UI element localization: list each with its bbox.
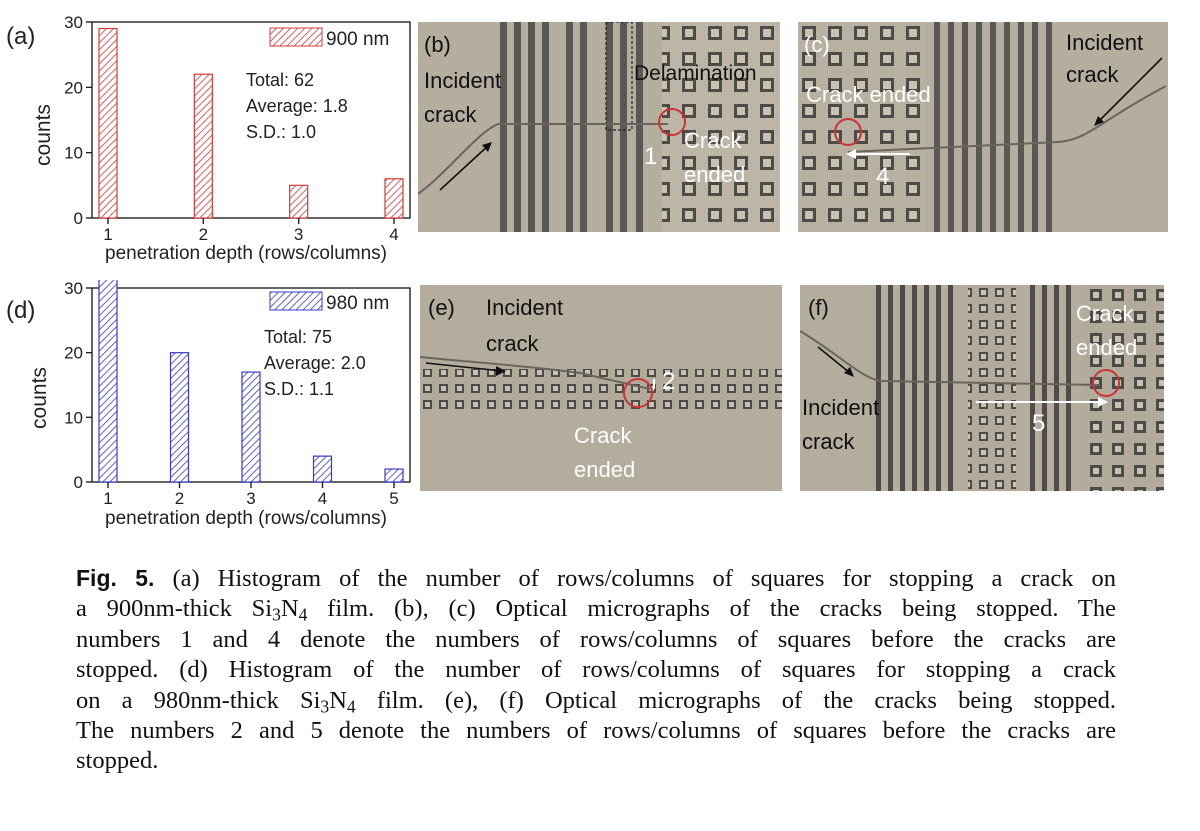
caption-line-6: The numbers 2 and 5 denote the numbers o… (76, 717, 1116, 745)
crack-ended-label-2: ended (1076, 335, 1137, 360)
x-tick-label: 3 (246, 489, 255, 508)
bar (241, 371, 261, 483)
x-tick-label: 3 (294, 225, 303, 244)
figure-caption: Fig. 5. (a) Histogram of the number of r… (76, 563, 1116, 777)
micrograph-c: (c) Crack ended 4 Incident crack (798, 22, 1168, 232)
incident-label-1: Incident (802, 395, 879, 420)
stat-sd: S.D.: 1.1 (264, 379, 334, 399)
stat-total: Total: 75 (264, 327, 332, 347)
legend-label: 980 nm (326, 293, 389, 314)
caption-line-5: on a 980nm-thick Si3N4 film. (e), (f) Op… (76, 686, 1116, 717)
crack-ended-label-1: Crack (1076, 301, 1134, 326)
caption-line-4: stopped. (d) Histogram of the number of … (76, 656, 1116, 684)
caption-line-7: stopped. (76, 747, 159, 775)
panel-label-c: (c) (804, 32, 830, 57)
stat-average: Average: 2.0 (264, 353, 366, 373)
x-axis-label: penetration depth (rows/columns) (105, 243, 387, 264)
vertical-lines (934, 22, 1052, 232)
y-tick-label: 0 (74, 473, 83, 492)
incident-label-1: Incident (424, 68, 501, 93)
x-tick-label: 4 (389, 225, 398, 244)
micrograph-e: (e) Incident crack 2 Crack ended (420, 285, 782, 491)
crack-ended-label-1: Crack (574, 423, 632, 448)
caption-line-2: a 900nm-thick Si3N4 film. (b), (c) Optic… (76, 595, 1116, 625)
delamination-label: Delamination (634, 62, 757, 85)
legend-label: 900 nm (326, 29, 389, 50)
crack-ended-label: Crack ended (806, 82, 931, 107)
number-label: 4 (876, 163, 889, 190)
incident-label-2: crack (424, 102, 478, 127)
bar (289, 184, 309, 219)
x-tick-label: 5 (389, 489, 398, 508)
stat-average: Average: 1.8 (246, 96, 348, 116)
bar (312, 455, 333, 483)
incident-label-2: crack (486, 331, 540, 356)
figure-label: Fig. 5. (76, 565, 155, 591)
panel-label-e: (e) (428, 295, 455, 320)
caption-line-1: Fig. 5. (a) Histogram of the number of r… (76, 565, 1117, 592)
caption-line-3: numbers 1 and 4 denote the numbers of ro… (76, 625, 1116, 653)
histogram-980nm: (d) counts 0 10 20 30 1 2 3 4 5 980 nm Total: 75… (6, 280, 411, 529)
bar (384, 178, 404, 219)
y-tick-label: 0 (74, 209, 83, 228)
incident-label-1: Incident (486, 295, 563, 320)
incident-label-1: Incident (1066, 30, 1143, 55)
x-tick-label: 2 (175, 489, 184, 508)
panel-label-b: (b) (424, 32, 451, 57)
y-tick-label: 30 (64, 13, 83, 32)
micrograph-f: (f) Incident crack 5 Crack ended (800, 285, 1164, 491)
number-label: 5 (1032, 410, 1045, 437)
number-label: 2 (662, 368, 675, 395)
legend-swatch (269, 291, 323, 311)
crack-ended-label-1: Crack (684, 128, 742, 153)
y-tick-label: 30 (64, 280, 83, 298)
legend-swatch (269, 27, 323, 47)
y-tick-label: 20 (64, 344, 83, 363)
x-tick-label: 1 (103, 489, 112, 508)
y-tick-label: 20 (64, 78, 83, 97)
plot-frame (91, 21, 411, 219)
bar (384, 468, 404, 483)
number-label: 1 (644, 143, 657, 170)
bar (98, 27, 118, 219)
vertical-lines (876, 285, 1071, 491)
bar (193, 73, 213, 219)
x-axis-label: penetration depth (rows/columns) (105, 508, 387, 529)
panel-label-a: (a) (6, 23, 35, 50)
chart-a-marks: 0 10 20 30 1 2 3 4 (64, 13, 411, 244)
stat-total: Total: 62 (246, 70, 314, 90)
panel-label-d: (d) (6, 297, 35, 324)
micrograph-b: (b) Incident crack Delamination 1 Crack … (418, 22, 780, 232)
chart-d-marks: 0 10 20 30 1 2 3 4 5 (64, 280, 411, 508)
y-axis-label: counts (28, 367, 51, 429)
y-tick-label: 10 (64, 408, 83, 427)
bar (169, 352, 190, 483)
vertical-lines (500, 22, 643, 232)
incident-label-2: crack (1066, 62, 1120, 87)
x-tick-label: 1 (103, 225, 112, 244)
panel-label-f: (f) (808, 295, 829, 320)
incident-label-2: crack (802, 429, 856, 454)
bar (98, 280, 118, 483)
crack-ended-label-2: ended (684, 162, 745, 187)
stat-sd: S.D.: 1.0 (246, 122, 316, 142)
x-tick-label: 2 (199, 225, 208, 244)
y-tick-label: 10 (64, 144, 83, 163)
crack-ended-label-2: ended (574, 457, 635, 482)
x-tick-label: 4 (318, 489, 327, 508)
y-axis-label: counts (32, 104, 55, 166)
